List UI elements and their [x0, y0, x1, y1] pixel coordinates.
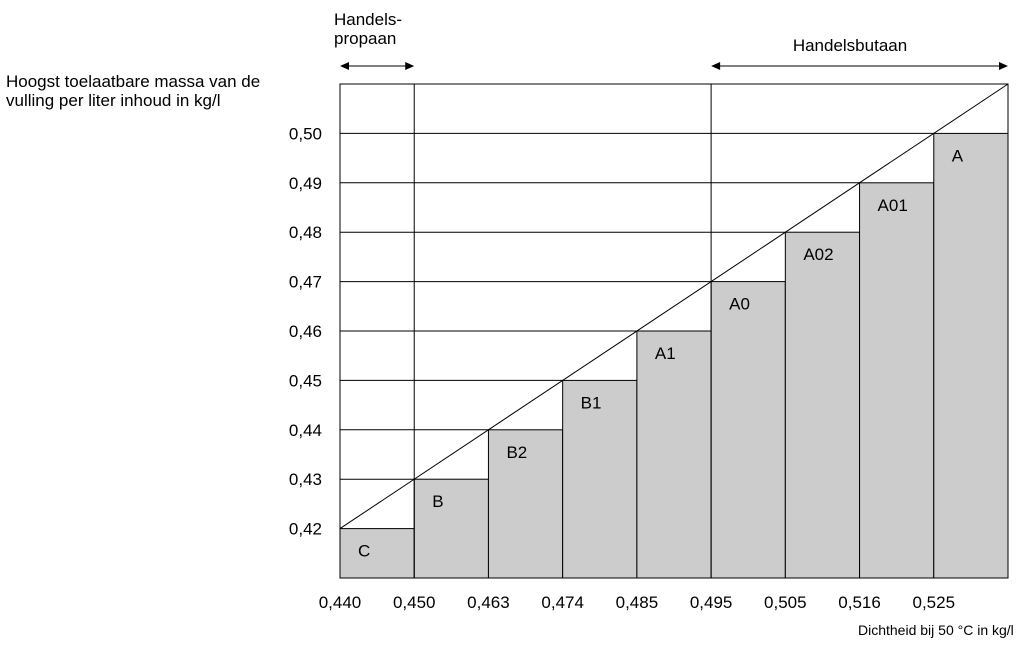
bar-label-A0: A0	[729, 295, 750, 314]
y-tick-label: 0,47	[289, 273, 322, 292]
diagonal-line	[339, 83, 1009, 530]
x-tick-label: 0,495	[690, 593, 733, 612]
bar-A	[933, 132, 1009, 579]
region-arrow-butaan-head-right	[999, 62, 1008, 70]
y-tick-label: 0,46	[289, 322, 322, 341]
bar-label-A: A	[952, 146, 964, 165]
x-tick-label: 0,485	[616, 593, 659, 612]
bar-B2	[487, 429, 564, 579]
y-tick-label: 0,42	[289, 520, 322, 539]
x-axis-label: Dichtheid bij 50 °C in kg/l	[858, 622, 1014, 638]
x-tick-label: 0,525	[913, 593, 956, 612]
bar-A01	[859, 182, 935, 579]
x-tick-label: 0,463	[467, 593, 510, 612]
bar-label-B: B	[432, 492, 443, 511]
x-tick-label: 0,450	[393, 593, 436, 612]
bar-B	[413, 478, 489, 579]
y-tick-label: 0,48	[289, 223, 322, 242]
x-tick-label: 0,516	[838, 593, 881, 612]
region-arrow-propaan-head-right	[405, 62, 415, 70]
bar-label-B2: B2	[506, 443, 527, 462]
y-axis-label: Hoogst toelaatbare massa van de vulling …	[6, 72, 261, 110]
bar-label-C: C	[358, 542, 370, 561]
region-arrow-propaan-head-left	[340, 62, 349, 70]
region-label-butaan: Handelsbutaan	[792, 36, 908, 55]
bar-label-B1: B1	[581, 393, 602, 412]
x-tick-label: 0,505	[764, 593, 807, 612]
y-tick-label: 0,50	[289, 124, 322, 143]
bar-label-A02: A02	[803, 245, 833, 264]
bar-label-A1: A1	[655, 344, 676, 363]
y-tick-label: 0,43	[289, 470, 322, 489]
bar-label-A01: A01	[878, 196, 908, 215]
x-tick-label: 0,440	[319, 593, 362, 612]
x-tick-label: 0,474	[541, 593, 584, 612]
bar-A1	[636, 330, 712, 579]
y-tick-label: 0,44	[289, 421, 322, 440]
region-label-propaan: Handels- propaan	[334, 10, 403, 48]
bar-B1	[562, 379, 638, 579]
bar-C	[339, 528, 415, 579]
y-tick-label: 0,45	[289, 371, 322, 390]
bar-A02	[784, 231, 861, 579]
plot-frame	[339, 83, 1009, 579]
y-tick-label: 0,49	[289, 174, 322, 193]
bar-A0	[710, 281, 786, 579]
region-arrow-butaan-head-left	[711, 62, 721, 70]
